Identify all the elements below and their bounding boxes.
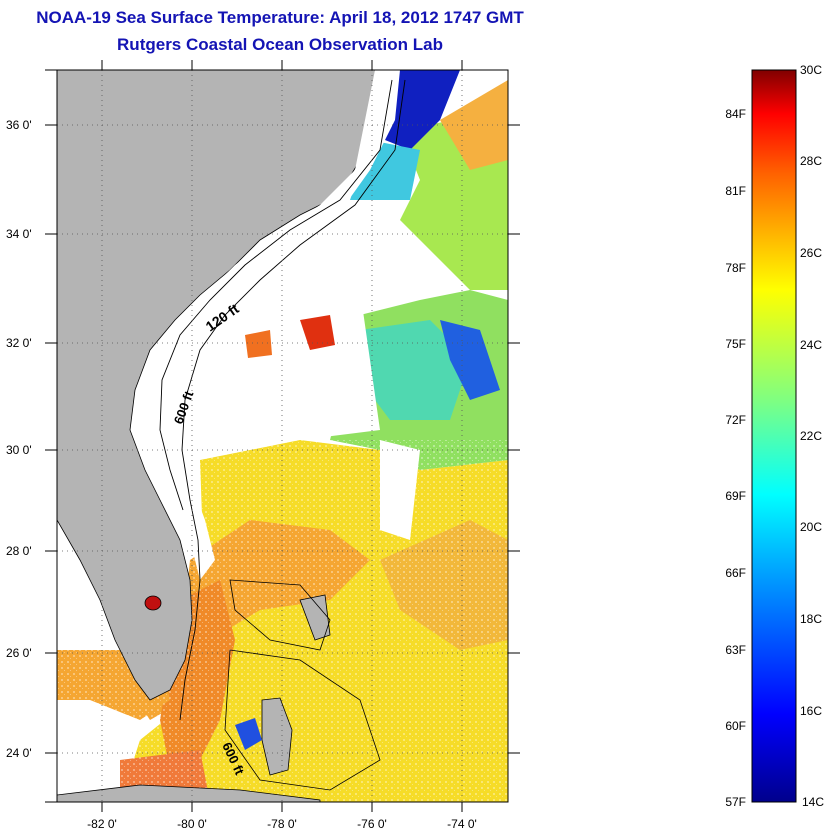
lon-label: -76 0' bbox=[357, 817, 387, 831]
contour-120ft bbox=[159, 79, 393, 511]
lat-label: 34 0' bbox=[6, 227, 32, 241]
cb-f-label: 75F bbox=[725, 337, 746, 351]
colorbar-fahrenheit-labels: 84F 81F 78F 75F 72F 69F 66F 63F 60F 57F bbox=[725, 107, 746, 809]
blue-streaks bbox=[440, 320, 500, 400]
red-patch bbox=[300, 315, 335, 350]
cb-c-label: 14C bbox=[802, 795, 824, 809]
north-orange bbox=[440, 80, 508, 170]
latitude-labels: 36 0' 34 0' 32 0' 30 0' 28 0' 26 0' 24 0… bbox=[6, 118, 32, 760]
contour-600ft bbox=[179, 79, 406, 721]
cb-c-label: 16C bbox=[800, 704, 822, 718]
bahama-bank2 bbox=[224, 649, 381, 791]
cb-f-label: 78F bbox=[725, 261, 746, 275]
graticule bbox=[57, 70, 508, 802]
lat-label: 26 0' bbox=[6, 646, 32, 660]
cb-c-label: 26C bbox=[800, 246, 822, 260]
cb-f-label: 63F bbox=[725, 643, 746, 657]
orange-patch bbox=[245, 330, 272, 358]
lon-label: -82 0' bbox=[87, 817, 117, 831]
cb-c-label: 24C bbox=[800, 338, 822, 352]
cyan-water bbox=[360, 320, 470, 420]
lon-label: -80 0' bbox=[177, 817, 207, 831]
lat-label: 24 0' bbox=[6, 746, 32, 760]
land-abaco bbox=[299, 594, 331, 641]
land-cuba bbox=[57, 784, 321, 802]
cb-f-label: 81F bbox=[725, 184, 746, 198]
cb-f-label: 72F bbox=[725, 413, 746, 427]
nearshore-band bbox=[140, 70, 400, 580]
lat-label: 36 0' bbox=[6, 118, 32, 132]
cb-c-label: 30C bbox=[800, 63, 822, 77]
map-area bbox=[57, 70, 508, 802]
lon-label: -74 0' bbox=[447, 817, 477, 831]
lat-label: 32 0' bbox=[6, 336, 32, 350]
lon-label: -78 0' bbox=[267, 817, 297, 831]
longitude-labels: -82 0' -80 0' -78 0' -76 0' -74 0' bbox=[87, 817, 477, 831]
tick-marks bbox=[45, 60, 520, 812]
lat-label: 30 0' bbox=[6, 443, 32, 457]
lat-label: 28 0' bbox=[6, 544, 32, 558]
cb-f-label: 60F bbox=[725, 719, 746, 733]
colorbar-celsius-labels: 30C 28C 26C 24C 22C 20C 18C 16C 14C bbox=[800, 63, 824, 809]
cloud-mid bbox=[190, 290, 380, 440]
cb-c-label: 22C bbox=[800, 429, 822, 443]
cb-f-label: 57F bbox=[725, 795, 746, 809]
cb-f-label: 66F bbox=[725, 566, 746, 580]
map-subtitle: Rutgers Coastal Ocean Observation Lab bbox=[117, 35, 443, 54]
cb-c-label: 18C bbox=[800, 612, 822, 626]
lake-okeechobee bbox=[144, 595, 162, 611]
blue-bank bbox=[235, 718, 262, 750]
cb-f-label: 69F bbox=[725, 489, 746, 503]
cb-c-label: 20C bbox=[800, 520, 822, 534]
bahama-bank bbox=[229, 579, 331, 651]
map-title: NOAA-19 Sea Surface Temperature: April 1… bbox=[36, 8, 524, 27]
colorbar bbox=[751, 69, 797, 803]
cb-c-label: 28C bbox=[800, 154, 822, 168]
cb-f-label: 84F bbox=[725, 107, 746, 121]
